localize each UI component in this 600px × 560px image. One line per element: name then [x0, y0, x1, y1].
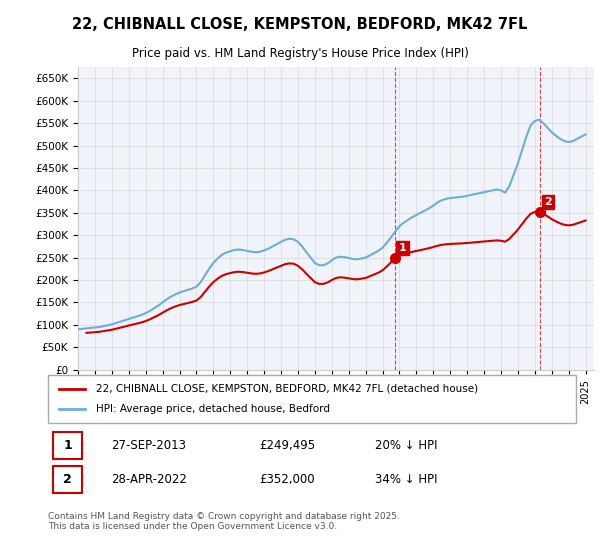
Text: 22, CHIBNALL CLOSE, KEMPSTON, BEDFORD, MK42 7FL (detached house): 22, CHIBNALL CLOSE, KEMPSTON, BEDFORD, M…: [95, 384, 478, 394]
Text: 27-SEP-2013: 27-SEP-2013: [112, 439, 187, 452]
Text: Price paid vs. HM Land Registry's House Price Index (HPI): Price paid vs. HM Land Registry's House …: [131, 47, 469, 60]
FancyBboxPatch shape: [53, 432, 82, 459]
Text: £249,495: £249,495: [259, 439, 316, 452]
Text: 20% ↓ HPI: 20% ↓ HPI: [376, 439, 438, 452]
Text: 22, CHIBNALL CLOSE, KEMPSTON, BEDFORD, MK42 7FL: 22, CHIBNALL CLOSE, KEMPSTON, BEDFORD, M…: [73, 17, 527, 32]
Text: 34% ↓ HPI: 34% ↓ HPI: [376, 473, 438, 486]
FancyBboxPatch shape: [48, 375, 576, 423]
Text: 1: 1: [398, 243, 406, 253]
Text: Contains HM Land Registry data © Crown copyright and database right 2025.
This d: Contains HM Land Registry data © Crown c…: [48, 512, 400, 531]
FancyBboxPatch shape: [53, 466, 82, 493]
Text: £352,000: £352,000: [259, 473, 315, 486]
Text: HPI: Average price, detached house, Bedford: HPI: Average price, detached house, Bedf…: [95, 404, 329, 414]
Text: 2: 2: [63, 473, 72, 486]
Text: 1: 1: [63, 439, 72, 452]
Text: 2: 2: [544, 197, 551, 207]
Text: 28-APR-2022: 28-APR-2022: [112, 473, 187, 486]
